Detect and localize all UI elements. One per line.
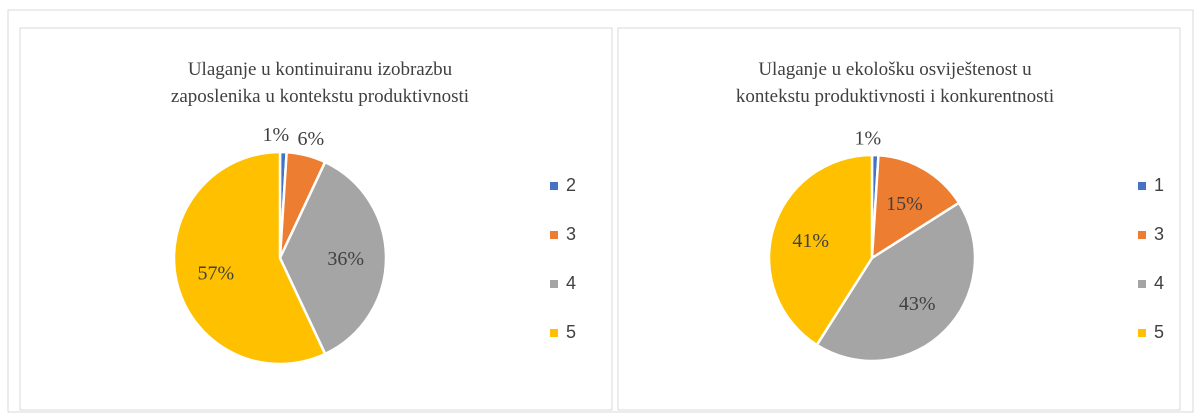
legend-swatch [550,182,558,190]
legend-swatch [550,231,558,239]
data-label: 1% [263,124,290,146]
data-label: 15% [886,193,923,215]
legend-label: 3 [1154,224,1164,244]
pie-slice [870,153,961,261]
data-label: 1% [854,128,881,150]
pie-slice [278,160,388,356]
data-label: 41% [792,230,829,252]
legend-swatch [1138,231,1146,239]
legend-swatch [1138,329,1146,337]
legend-label: 5 [566,322,576,342]
data-label: 6% [298,128,325,150]
legend-swatch [1138,280,1146,288]
pie-slice [172,150,327,366]
pie-slice [815,201,977,363]
chart-title: kontekstu produktivnosti i konkurentnost… [736,86,1054,107]
legend-label: 2 [566,175,576,195]
data-label: 43% [899,293,936,315]
legend-label: 5 [1154,322,1164,342]
chart-title: zaposlenika u kontekstu produktivnosti [171,86,469,107]
pie-slice [767,153,874,347]
legend-swatch [1138,182,1146,190]
legend-label: 4 [1154,273,1164,293]
chart-title: Ulaganje u ekološku osviještenost u [758,59,1032,80]
legend-label: 4 [566,273,576,293]
chart-title: Ulaganje u kontinuiranu izobrazbu [188,59,453,80]
legend-label: 1 [1154,175,1164,195]
legend-label: 3 [566,224,576,244]
legend-swatch [550,329,558,337]
data-label: 36% [327,248,364,270]
data-label: 57% [198,262,235,284]
legend-swatch [550,280,558,288]
